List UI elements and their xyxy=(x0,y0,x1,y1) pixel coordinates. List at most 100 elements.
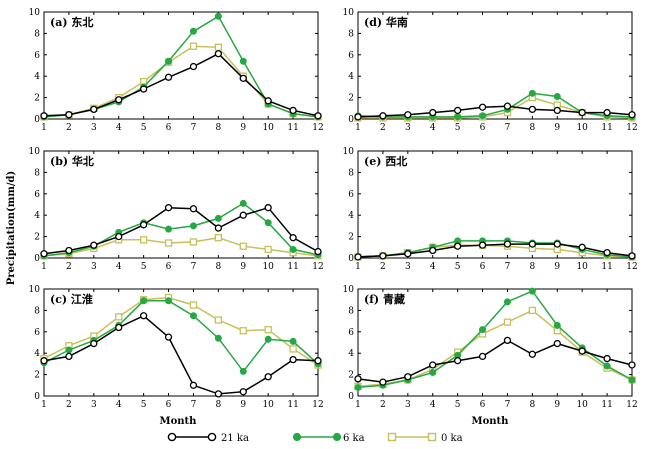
series-line-6ka xyxy=(43,300,319,373)
point-6ka xyxy=(528,89,536,97)
x-tick-label: 9 xyxy=(240,400,246,410)
point-21ka xyxy=(453,357,462,365)
x-tick-label: 9 xyxy=(240,262,246,272)
y-tick-label: 0 xyxy=(348,392,354,402)
x-tick-label: 6 xyxy=(480,262,486,272)
x-tick-label: 12 xyxy=(312,123,323,133)
y-tick-label: 2 xyxy=(34,233,40,243)
point-21ka xyxy=(164,333,173,341)
point-21ka xyxy=(503,102,512,110)
point-21ka xyxy=(379,112,387,120)
point-21ka xyxy=(314,247,322,256)
x-tick-label: 1 xyxy=(41,400,47,410)
y-tick-label: 8 xyxy=(34,306,40,316)
y-tick-label: 0 xyxy=(348,115,354,125)
point-6ka xyxy=(214,214,222,222)
series-line-21ka xyxy=(43,52,319,117)
point-21ka xyxy=(528,105,537,114)
point-21ka xyxy=(90,241,98,249)
point-0ka xyxy=(139,236,148,244)
x-tick-label: 2 xyxy=(66,123,72,133)
x-tick-label: 1 xyxy=(41,123,47,133)
point-21ka xyxy=(239,388,247,396)
point-21ka xyxy=(453,106,462,115)
point-6ka xyxy=(239,367,247,375)
plot-frame xyxy=(43,150,319,259)
y-tick-label: 8 xyxy=(348,168,354,178)
point-6ka xyxy=(289,245,297,253)
y-tick-label: 4 xyxy=(348,72,354,82)
y-tick-label: 6 xyxy=(348,328,354,338)
panel-title: (d) 华南 xyxy=(364,15,408,29)
x-tick-label: 10 xyxy=(262,400,274,410)
y-tick-label: 10 xyxy=(343,8,355,18)
x-tick-label: 3 xyxy=(91,400,97,410)
y-tick-label: 10 xyxy=(343,285,355,295)
x-tick-label: 3 xyxy=(405,400,411,410)
x-tick-label: 8 xyxy=(529,400,535,410)
x-tick-label: 6 xyxy=(166,262,172,272)
point-21ka xyxy=(289,106,297,115)
series-line-21ka xyxy=(357,339,633,383)
y-tick-label: 10 xyxy=(29,8,41,18)
x-tick-label: 11 xyxy=(601,123,612,133)
x-tick-label: 12 xyxy=(626,262,637,272)
x-tick-label: 4 xyxy=(430,400,436,410)
y-tick-label: 6 xyxy=(348,51,354,61)
panel-title: (b) 华北 xyxy=(50,154,94,168)
y-tick-label: 4 xyxy=(348,349,354,359)
point-21ka xyxy=(603,108,611,117)
point-21ka xyxy=(404,373,412,381)
point-0ka xyxy=(189,42,198,50)
point-0ka xyxy=(214,234,223,242)
point-6ka xyxy=(479,112,487,120)
panel-title: (f) 青藏 xyxy=(364,292,405,306)
y-tick-label: 0 xyxy=(34,115,40,125)
x-tick-label: 8 xyxy=(529,262,535,272)
x-tick-label: 9 xyxy=(240,123,246,133)
x-tick-label: 5 xyxy=(141,262,147,272)
legend-label-0ka: 0 ka xyxy=(441,433,463,444)
x-tick-label: 10 xyxy=(262,262,274,272)
x-tick-label: 1 xyxy=(355,262,361,272)
x-tick-label: 12 xyxy=(312,262,323,272)
x-tick-label: 5 xyxy=(455,400,461,410)
point-21ka xyxy=(453,242,462,250)
point-21ka xyxy=(40,112,48,120)
x-tick-label: 7 xyxy=(505,123,511,133)
point-6ka xyxy=(189,27,197,35)
x-tick-label: 2 xyxy=(66,400,72,410)
point-6ka xyxy=(140,297,148,305)
point-6ka xyxy=(503,298,511,306)
x-tick-label: 11 xyxy=(601,400,612,410)
point-21ka xyxy=(189,62,198,71)
point-21ka xyxy=(354,113,362,121)
point-21ka xyxy=(115,96,123,104)
point-21ka xyxy=(553,106,561,115)
y-tick-label: 6 xyxy=(34,328,40,338)
x-tick-label: 8 xyxy=(215,123,221,133)
plot-frame xyxy=(357,11,633,120)
x-tick-label: 7 xyxy=(191,262,197,272)
point-21ka xyxy=(379,378,387,386)
point-21ka xyxy=(65,352,73,361)
point-21ka xyxy=(90,105,98,114)
y-tick-label: 8 xyxy=(34,168,40,178)
point-21ka xyxy=(214,50,223,58)
point-21ka xyxy=(578,347,586,355)
point-21ka xyxy=(478,241,487,249)
point-21ka xyxy=(404,111,412,119)
x-tick-label: 5 xyxy=(141,123,147,133)
legend-label-6ka: 6 ka xyxy=(343,433,365,444)
point-21ka xyxy=(65,111,73,119)
legend-item-21ka: 21 ka xyxy=(167,432,249,444)
x-tick-label: 11 xyxy=(601,262,612,272)
y-tick-label: 6 xyxy=(348,190,354,200)
panel-title: (e) 西北 xyxy=(364,154,407,168)
y-tick-label: 6 xyxy=(34,190,40,200)
point-21ka xyxy=(264,204,272,212)
x-tick-label: 7 xyxy=(505,262,511,272)
x-tick-label: 11 xyxy=(287,400,298,410)
